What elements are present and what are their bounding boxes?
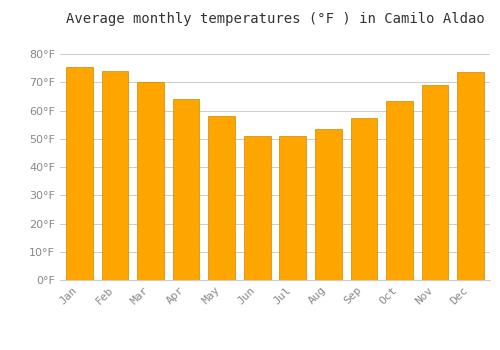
Bar <box>315 129 342 280</box>
Bar <box>173 99 200 280</box>
Bar <box>350 118 377 280</box>
Bar <box>208 116 235 280</box>
Bar <box>386 101 412 280</box>
Bar <box>66 67 93 280</box>
Bar <box>102 71 128 280</box>
Bar <box>138 82 164 280</box>
Bar <box>244 136 270 280</box>
Bar <box>280 136 306 280</box>
Bar <box>457 72 484 280</box>
Title: Average monthly temperatures (°F ) in Camilo Aldao: Average monthly temperatures (°F ) in Ca… <box>66 12 484 26</box>
Bar <box>422 85 448 280</box>
